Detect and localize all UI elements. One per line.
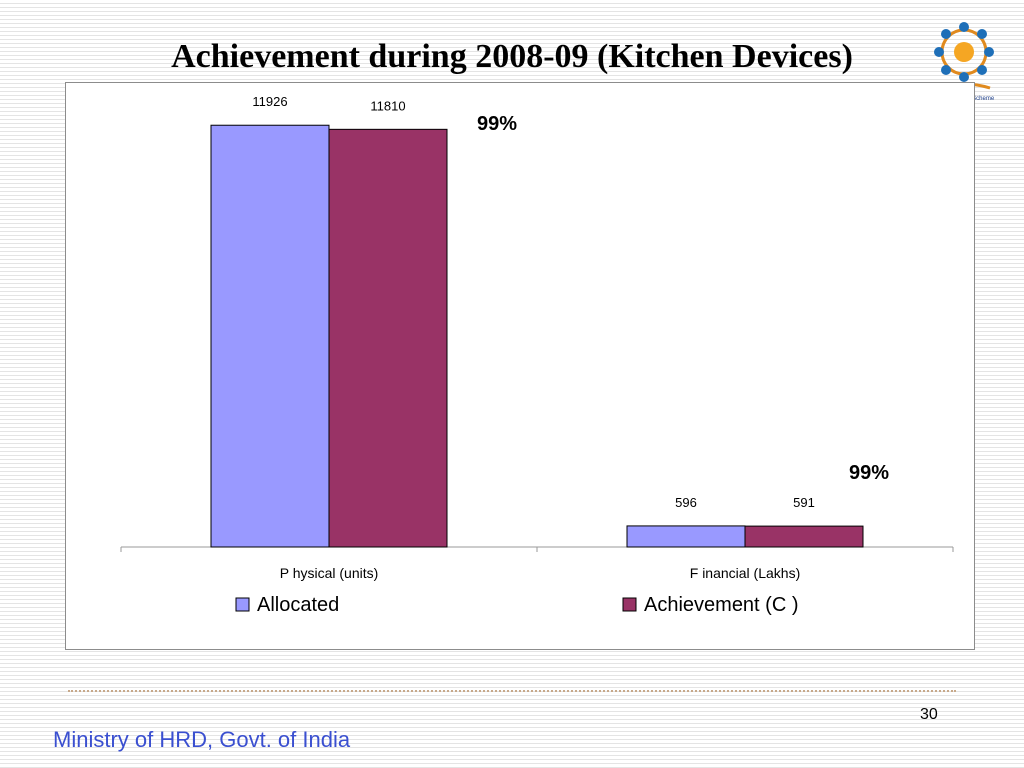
bar — [210, 124, 330, 548]
bar-value-label: 11810 — [370, 98, 405, 113]
legend-swatch — [622, 597, 637, 612]
legend-entry: Achievement (C ) — [644, 594, 799, 616]
bar-value-label: 591 — [793, 495, 815, 510]
physical-percent-label: 99% — [477, 113, 518, 135]
legend-entry: Allocated — [257, 594, 339, 616]
bar — [626, 525, 746, 548]
bar — [328, 128, 448, 548]
bar-chart: 11926 11810 P hysical (units) 596 591 F inanc… — [120, 94, 954, 616]
x-tick-label: F inancial (Lakhs) — [690, 565, 801, 581]
chart-area: 11926 11810 P hysical (units) 596 591 F inanc… — [65, 82, 975, 650]
slide-title-text: Achievement during 2008-09 (Kitchen Devi… — [171, 38, 853, 75]
bar-value-label: 596 — [675, 495, 697, 510]
slide-title: Achievement during 2008-09 (Kitchen Devi… — [0, 38, 1024, 76]
financial-percent-label: 99% — [849, 462, 890, 484]
bar-value-label: 11926 — [252, 94, 287, 109]
footer-text: Ministry of HRD, Govt. of India — [53, 727, 351, 752]
legend-swatch — [235, 597, 250, 612]
logo-ring — [934, 22, 994, 82]
footer-divider — [68, 690, 956, 692]
x-tick-label: P hysical (units) — [280, 565, 379, 581]
bar — [744, 525, 864, 548]
page-number: 30 — [920, 706, 938, 723]
